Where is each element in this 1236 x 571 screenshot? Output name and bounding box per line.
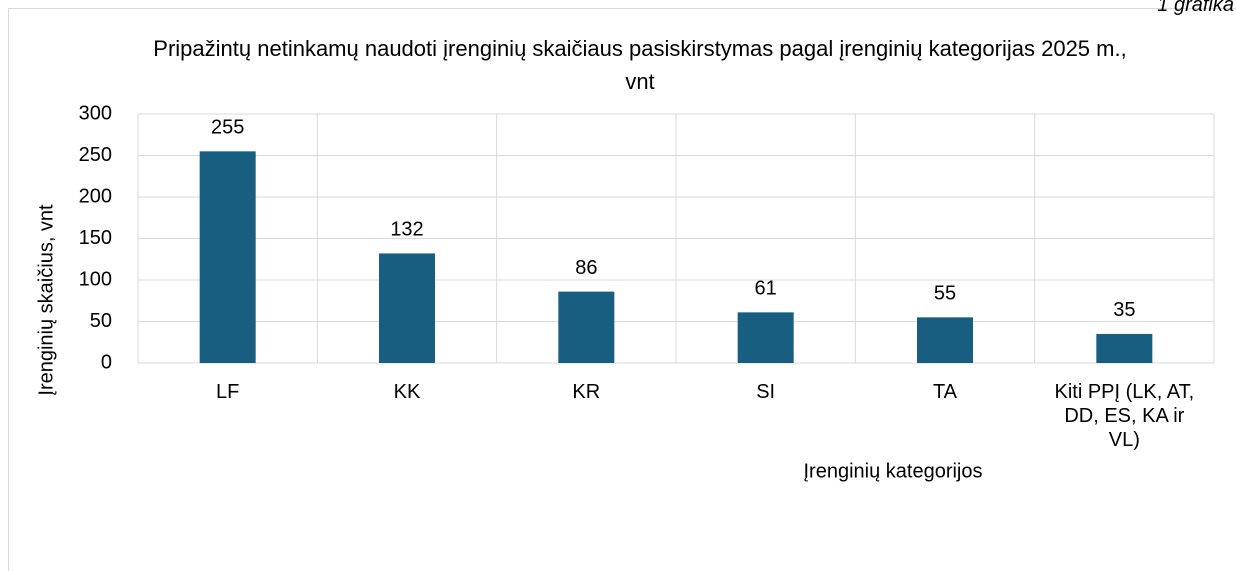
y-tick-label: 100 [79, 268, 112, 290]
chart-title: Pripažintų netinkamų naudoti įrenginių s… [153, 36, 1127, 94]
y-tick-label: 0 [101, 351, 112, 373]
corner-note: 1 grafika [1157, 0, 1234, 16]
data-label: 35 [1113, 299, 1135, 321]
data-label: 255 [211, 117, 244, 139]
bar [737, 312, 794, 363]
y-tick-label: 150 [79, 227, 112, 249]
data-label: 132 [390, 219, 423, 241]
bar [379, 253, 435, 363]
data-label: 86 [575, 257, 597, 279]
y-tick-label: 250 [79, 144, 112, 166]
x-axis-title: Įrenginių kategorijos [804, 460, 983, 482]
bar [917, 317, 973, 363]
bar [199, 151, 256, 363]
y-tick-label: 50 [90, 310, 112, 332]
chart-border [8, 8, 1236, 571]
x-tick-label: KR [572, 381, 601, 403]
x-tick-label: TA [932, 381, 958, 403]
data-label: 61 [755, 278, 777, 300]
bar [1096, 333, 1153, 363]
bar [558, 291, 615, 363]
x-tick-label: KK [393, 381, 421, 403]
y-tick-label: 300 [79, 102, 112, 124]
y-tick-label: 200 [79, 185, 112, 207]
data-label: 55 [934, 283, 956, 305]
x-tick-label: SI [756, 381, 776, 403]
x-tick-label: LF [215, 381, 240, 403]
y-axis-title: Įrenginių skaičius, vnt [35, 204, 57, 396]
x-tick-label: Kiti PPĮ (LK, AT, DD, ES, KA ir VL) [1054, 381, 1195, 451]
